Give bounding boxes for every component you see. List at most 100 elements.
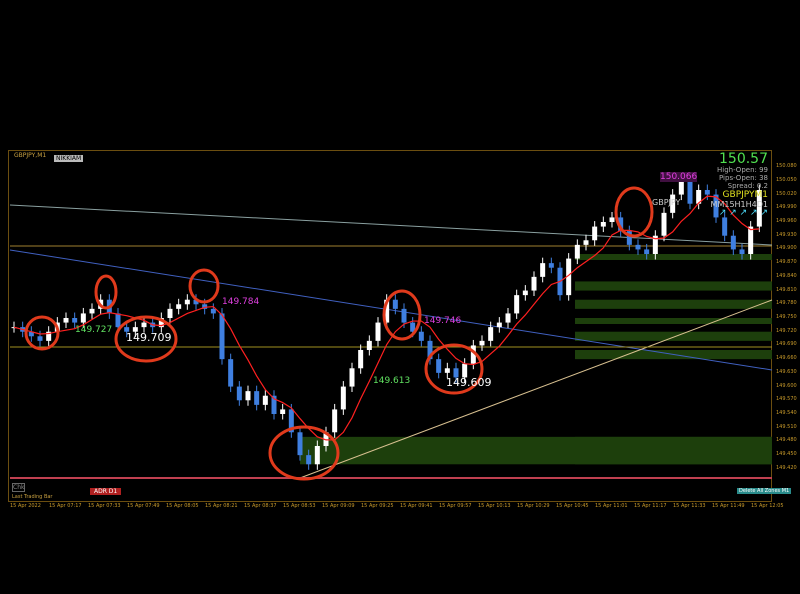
- candle-body: [722, 217, 728, 236]
- y-tick-label: 149.660: [776, 355, 797, 362]
- candle-body: [488, 327, 494, 341]
- annotation-circle: [94, 274, 118, 310]
- check-label: Chk: [12, 483, 26, 492]
- x-tick-label: 15 Apr 10:13: [478, 503, 511, 509]
- candle-body: [375, 322, 381, 341]
- candle-body: [193, 299, 199, 305]
- x-tick-label: 15 Apr 09:25: [361, 503, 394, 509]
- annotation-circle: [114, 315, 178, 363]
- y-tick-label: 150.020: [776, 190, 797, 197]
- current-price: 150.57: [719, 151, 768, 167]
- price-annotation: 150.066: [660, 172, 698, 182]
- y-tick-label: 150.050: [776, 176, 797, 183]
- x-tick-label: 15 Apr 09:09: [322, 503, 355, 509]
- candle-body: [349, 368, 355, 387]
- y-tick-label: 149.720: [776, 327, 797, 334]
- candle-body: [80, 313, 86, 323]
- candle-body: [158, 318, 164, 328]
- candle-body: [730, 235, 736, 250]
- x-tick-label: 15 Apr 10:45: [556, 503, 589, 509]
- candle-body: [592, 226, 598, 241]
- annotation-circle: [424, 343, 484, 395]
- x-tick-label: 15 Apr 11:01: [595, 503, 628, 509]
- annotation-circle: [382, 289, 422, 341]
- candle-body: [202, 304, 208, 309]
- supply-demand-zone: [575, 331, 772, 341]
- candle-body: [531, 276, 537, 291]
- candle-body: [37, 336, 43, 341]
- y-tick-label: 150.080: [776, 163, 797, 170]
- price-annotation: 149.727: [75, 325, 113, 335]
- x-tick-label: 15 Apr 08:37: [244, 503, 277, 509]
- delete-zones-button[interactable]: Delete All Zones M1: [737, 488, 792, 494]
- info-line: High-Open: 99: [717, 166, 768, 174]
- x-tick-label: 15 Apr 10:29: [517, 503, 550, 509]
- candle-body: [626, 231, 632, 245]
- candle-body: [28, 331, 34, 337]
- x-tick-label: 15 Apr 08:05: [166, 503, 199, 509]
- supply-demand-zone: [575, 299, 772, 309]
- candle-body: [418, 331, 424, 341]
- price-annotation: 149.784: [222, 297, 260, 307]
- x-tick-label: 15 Apr 08:21: [205, 503, 238, 509]
- y-tick-label: 149.960: [776, 218, 797, 224]
- logo: NIKKIAM: [54, 155, 84, 162]
- y-tick-label: 149.480: [776, 437, 797, 444]
- supply-demand-zone: [300, 436, 772, 465]
- candle-body: [574, 244, 580, 259]
- candle-body: [228, 359, 234, 387]
- y-tick-label: 149.870: [776, 259, 797, 266]
- supply-demand-zone: [575, 318, 772, 324]
- y-tick-label: 149.810: [776, 286, 797, 293]
- candle-body: [453, 368, 459, 378]
- annotation-circle: [188, 268, 220, 304]
- annotation-circle: [614, 186, 654, 238]
- candle-body: [462, 363, 468, 378]
- price-annotation: 149.609: [446, 376, 492, 389]
- supply-demand-zone: [575, 281, 772, 291]
- candle-body: [652, 235, 658, 254]
- candle-body: [245, 391, 251, 401]
- y-tick-label: 149.930: [776, 231, 797, 238]
- candle-body: [366, 340, 372, 350]
- x-tick-label: 15 Apr 07:17: [49, 503, 82, 509]
- timeframe-row: MM15H1H4D1: [710, 200, 768, 209]
- supply-demand-zone: [575, 254, 772, 260]
- pair-label: GBPJPY: [652, 198, 681, 207]
- candle-body: [436, 359, 442, 373]
- x-tick-label: 15 Apr 09:57: [439, 503, 472, 509]
- x-tick-label: 15 Apr 07:33: [88, 503, 121, 509]
- candle-body: [748, 226, 754, 254]
- candle-body: [358, 350, 364, 369]
- x-tick-label: 15 Apr 11:49: [712, 503, 745, 509]
- candle-body: [332, 409, 338, 433]
- y-tick-label: 149.450: [776, 451, 797, 458]
- trend-line: [9, 249, 773, 371]
- candle-body: [184, 299, 190, 305]
- candle-body: [401, 308, 407, 323]
- x-tick-label: 15 Apr 11:17: [634, 503, 667, 509]
- candle-body: [644, 249, 650, 254]
- candle-body: [236, 386, 242, 401]
- candle-body: [540, 263, 546, 277]
- candle-body: [46, 331, 52, 341]
- candle-body: [72, 318, 78, 323]
- adr-badge: ADR D1: [90, 488, 122, 495]
- y-tick-label: 149.690: [776, 341, 797, 348]
- y-tick-label: 149.540: [776, 410, 797, 416]
- y-tick-label: 149.900: [776, 245, 797, 252]
- y-tick-label: 149.600: [776, 382, 797, 389]
- candle-body: [496, 322, 502, 328]
- y-tick-label: 149.420: [776, 464, 797, 471]
- candle-body: [384, 299, 390, 323]
- y-tick-label: 149.630: [776, 368, 797, 375]
- candle-body: [392, 299, 398, 309]
- candle-body: [427, 340, 433, 360]
- candle-body: [132, 327, 138, 332]
- x-tick-label: 15 Apr 09:41: [400, 503, 433, 509]
- candle-body: [583, 240, 589, 245]
- candle-body: [280, 409, 286, 414]
- candle-body: [141, 322, 147, 328]
- candle-body: [505, 313, 511, 323]
